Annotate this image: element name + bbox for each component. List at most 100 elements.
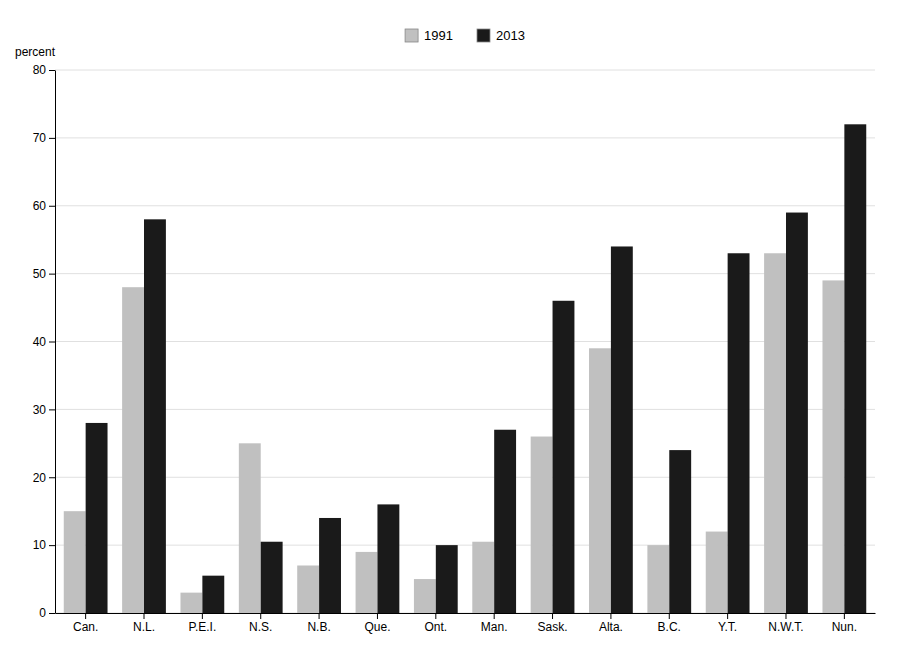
- x-tick-mark: [552, 613, 553, 619]
- y-axis-line: [55, 71, 56, 614]
- bar: [261, 542, 283, 613]
- x-tick-label: N.B.: [307, 620, 330, 634]
- y-tick: 70: [33, 131, 55, 145]
- y-axis-title: percent: [15, 45, 56, 59]
- y-tick-label: 40: [33, 335, 47, 349]
- x-tick-label: Can.: [73, 620, 98, 634]
- y-tick-label: 0: [39, 606, 46, 620]
- bar: [472, 542, 494, 613]
- bar: [822, 280, 844, 613]
- legend-label: 2013: [496, 28, 525, 43]
- grid-line: [55, 341, 875, 342]
- x-tick-label: Ont.: [424, 620, 447, 634]
- x-tick: N.S.: [249, 613, 272, 634]
- x-tick: Sask.: [538, 613, 568, 634]
- x-axis: Can. N.L. P.E.I. N.S. N.B. Que. Ont. Man. Sask. A…: [56, 613, 876, 634]
- bar: [728, 253, 750, 613]
- x-axis-line: [56, 613, 876, 614]
- bar-series: [64, 253, 845, 613]
- x-tick: P.E.I.: [188, 613, 216, 634]
- legend-swatch: [405, 29, 418, 42]
- bar: [764, 253, 786, 613]
- x-tick: B.C.: [658, 613, 681, 634]
- bar: [319, 518, 341, 613]
- y-tick: 80: [33, 63, 55, 77]
- x-tick-mark: [260, 613, 261, 619]
- bar: [706, 532, 728, 613]
- y-tick-label: 50: [33, 267, 47, 281]
- y-tick-label: 70: [33, 131, 47, 145]
- bar: [144, 219, 166, 613]
- x-tick: Nun.: [832, 613, 857, 634]
- grid-line: [55, 477, 875, 478]
- bar: [494, 430, 516, 613]
- y-tick: 0: [39, 606, 55, 620]
- x-tick: Y.T.: [718, 613, 737, 634]
- bar: [239, 443, 261, 613]
- x-tick: N.B.: [307, 613, 330, 634]
- legend-item: 2013: [477, 28, 525, 43]
- x-tick-label: Que.: [364, 620, 390, 634]
- x-tick-label: B.C.: [658, 620, 681, 634]
- x-tick: Can.: [73, 613, 98, 634]
- legend-swatch: [477, 29, 490, 42]
- x-tick-label: Y.T.: [718, 620, 737, 634]
- x-tick: N.W.T.: [768, 613, 803, 634]
- x-tick-mark: [202, 613, 203, 619]
- bar: [377, 504, 399, 613]
- x-tick-mark: [785, 613, 786, 619]
- grid-line: [55, 205, 875, 206]
- grid-line: [55, 613, 875, 614]
- x-tick: Que.: [364, 613, 390, 634]
- bar: [64, 511, 86, 613]
- x-tick: Man.: [481, 613, 508, 634]
- x-tick-mark: [494, 613, 495, 619]
- x-tick-mark: [610, 613, 611, 619]
- grid-line: [55, 70, 875, 71]
- y-tick-label: 30: [33, 403, 47, 417]
- x-tick-label: Sask.: [538, 620, 568, 634]
- y-tick: 20: [33, 471, 55, 485]
- x-tick-label: P.E.I.: [188, 620, 216, 634]
- x-tick: Ont.: [424, 613, 447, 634]
- y-tick-mark: [49, 274, 55, 275]
- bar: [297, 565, 319, 613]
- y-tick-mark: [49, 206, 55, 207]
- x-tick-mark: [844, 613, 845, 619]
- y-tick: 50: [33, 267, 55, 281]
- y-tick-mark: [49, 138, 55, 139]
- grid-line: [55, 137, 875, 138]
- y-tick-label: 20: [33, 471, 47, 485]
- y-tick: 10: [33, 538, 55, 552]
- bar: [356, 552, 378, 613]
- bars: [64, 124, 866, 613]
- y-tick: 60: [33, 199, 55, 213]
- x-tick-label: N.S.: [249, 620, 272, 634]
- grid-line: [55, 409, 875, 410]
- legend-item: 1991: [405, 28, 453, 43]
- bar: [786, 213, 808, 613]
- bar: [122, 287, 144, 613]
- bar: [86, 423, 108, 613]
- x-tick: Alta.: [599, 613, 623, 634]
- y-tick-mark: [49, 545, 55, 546]
- grid-line: [55, 273, 875, 274]
- y-tick: 30: [33, 403, 55, 417]
- y-tick-mark: [49, 342, 55, 343]
- legend: 1991 2013: [405, 28, 525, 43]
- x-tick-mark: [435, 613, 436, 619]
- grid-line: [55, 545, 875, 546]
- x-tick-label: N.W.T.: [768, 620, 803, 634]
- y-tick: 40: [33, 335, 55, 349]
- plot-area: Can. N.L. P.E.I. N.S. N.B. Que. Ont. Man. Sask. A…: [33, 63, 876, 633]
- bar: [180, 593, 202, 613]
- bar-series: [86, 124, 867, 613]
- bar: [611, 246, 633, 613]
- y-tick-mark: [49, 409, 55, 410]
- x-tick: N.L.: [133, 613, 155, 634]
- x-tick-mark: [144, 613, 145, 619]
- bar: [553, 301, 575, 613]
- x-tick-mark: [727, 613, 728, 619]
- y-tick-label: 10: [33, 538, 47, 552]
- y-tick-label: 60: [33, 199, 47, 213]
